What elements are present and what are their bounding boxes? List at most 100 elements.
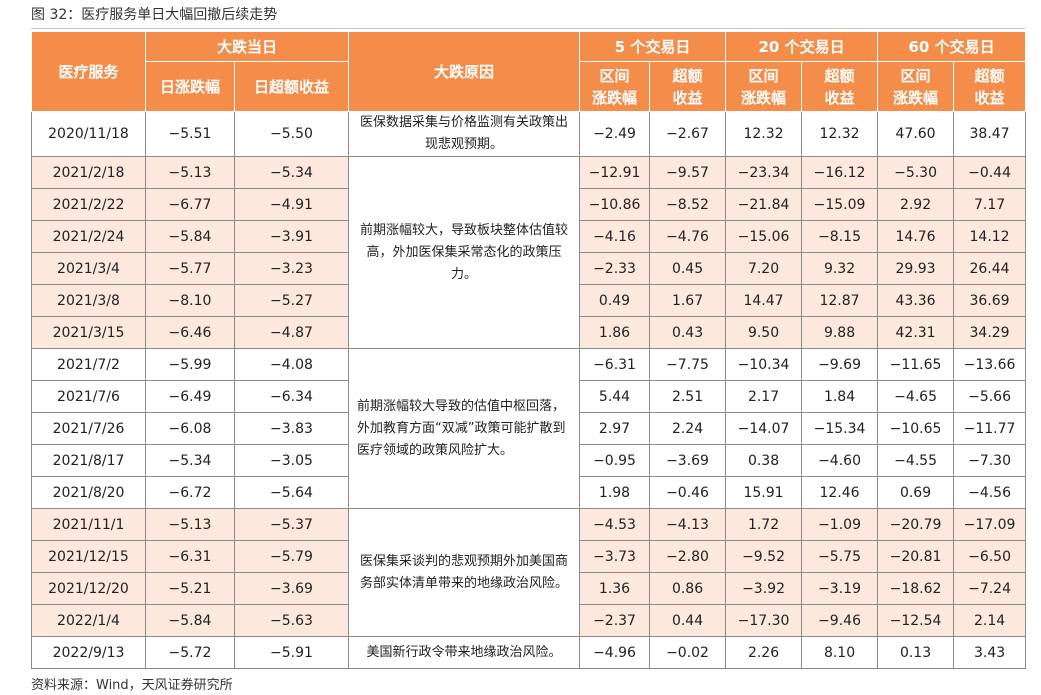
cell-60d-interval: 2.92 — [877, 188, 955, 221]
cell-60d-excess: −4.56 — [953, 476, 1027, 509]
cell-5d-interval: 0.49 — [579, 284, 651, 317]
cell-5d-excess: −0.02 — [649, 636, 727, 669]
cell-60d-interval: −5.30 — [877, 156, 955, 189]
cell-daily-excess: −3.69 — [233, 572, 350, 605]
table-row: 2021/7/6 −6.49 −6.34 5.44 2.51 2.17 1.84 −4.65−… — [31, 380, 1027, 413]
cell-20d-excess: −3.19 — [801, 572, 879, 605]
header-excess-line2: 收益 — [974, 88, 1005, 107]
cell-5d-interval: 1.36 — [579, 572, 651, 605]
cell-5d-excess: 0.45 — [649, 252, 727, 285]
table-row: 2021/12/15 −6.31 −5.79 −3.73 −2.80 −9.52 −5.75… — [31, 540, 1027, 573]
cell-reason: 前期涨幅较大，导致板块整体估值较高，外加医保集采常态化的政策压力。 — [348, 156, 581, 349]
cell-60d-excess: −6.50 — [953, 540, 1027, 573]
cell-reason: 医保集采谈判的悲观预期外加美国商务部实体清单带来的地缘政治风险。 — [348, 508, 581, 637]
cell-daily-excess: −5.27 — [233, 284, 350, 317]
header-excess-line2: 收益 — [824, 88, 855, 107]
cell-20d-excess: 12.32 — [801, 111, 879, 157]
cell-5d-excess: −7.75 — [649, 348, 727, 381]
cell-20d-excess: −1.09 — [801, 508, 879, 541]
header-daily-change: 日涨跌幅 — [145, 61, 235, 112]
header-sector: 医疗服务 — [31, 31, 146, 112]
cell-date: 2021/3/15 — [31, 316, 146, 349]
cell-20d-interval: −14.07 — [725, 412, 803, 445]
cell-daily-change: −5.77 — [145, 252, 235, 285]
header-interval-line2: 涨跌幅 — [893, 88, 939, 107]
cell-5d-excess: −0.46 — [649, 476, 727, 509]
cell-daily-excess: −3.23 — [233, 252, 350, 285]
table-row: 2022/9/13 −5.72 −5.91 美国新行政令带来地缘政治风险。 −4.96−… — [31, 636, 1027, 669]
cell-daily-change: −5.21 — [145, 572, 235, 605]
cell-date: 2022/9/13 — [31, 636, 146, 669]
cell-date: 2021/7/6 — [31, 380, 146, 413]
cell-60d-interval: −18.62 — [877, 572, 955, 605]
cell-date: 2021/2/22 — [31, 188, 146, 221]
cell-date: 2022/1/4 — [31, 604, 146, 637]
header-20-interval: 区间 涨跌幅 — [725, 61, 803, 112]
cell-20d-interval: −9.52 — [725, 540, 803, 573]
cell-60d-excess: 14.12 — [953, 220, 1027, 253]
cell-5d-interval: −2.49 — [579, 111, 651, 157]
cell-5d-interval: −4.53 — [579, 508, 651, 541]
cell-5d-excess: 0.86 — [649, 572, 727, 605]
cell-daily-excess: −5.64 — [233, 476, 350, 509]
header-excess-line1: 超额 — [974, 66, 1005, 85]
cell-daily-excess: −5.79 — [233, 540, 350, 573]
cell-20d-excess: 12.46 — [801, 476, 879, 509]
cell-date: 2021/12/15 — [31, 540, 146, 573]
cell-20d-interval: 7.20 — [725, 252, 803, 285]
cell-60d-interval: 43.36 — [877, 284, 955, 317]
cell-20d-interval: 0.38 — [725, 444, 803, 477]
cell-5d-excess: −2.80 — [649, 540, 727, 573]
cell-20d-interval: −3.92 — [725, 572, 803, 605]
header-interval-line2: 涨跌幅 — [592, 88, 638, 107]
cell-20d-excess: 12.87 — [801, 284, 879, 317]
header-excess-line2: 收益 — [672, 88, 703, 107]
header-excess-line1: 超额 — [824, 66, 855, 85]
caption-divider — [31, 28, 1025, 29]
cell-date: 2021/7/2 — [31, 348, 146, 381]
table-row: 2021/2/22 −6.77 −4.91 −10.86 −8.52 −21.84 −15.… — [31, 188, 1027, 221]
cell-5d-interval: −3.73 — [579, 540, 651, 573]
cell-60d-interval: −20.81 — [877, 540, 955, 573]
cell-60d-interval: −11.65 — [877, 348, 955, 381]
cell-daily-change: −8.10 — [145, 284, 235, 317]
cell-daily-change: −5.84 — [145, 604, 235, 637]
cell-daily-excess: −4.87 — [233, 316, 350, 349]
table-row: 2021/11/1 −5.13 −5.37 医保集采谈判的悲观预期外加美国商务部实体清… — [31, 508, 1027, 637]
cell-60d-excess: −5.66 — [953, 380, 1027, 413]
cell-60d-excess: 36.69 — [953, 284, 1027, 317]
cell-date: 2021/2/18 — [31, 156, 146, 189]
cell-daily-change: −6.49 — [145, 380, 235, 413]
cell-daily-excess: −5.37 — [233, 508, 350, 541]
header-20-excess: 超额 收益 — [801, 61, 879, 112]
table-body: 2020/11/18 −5.51 −5.50 医保数据采集与价格监测有关政策出现悲观预… — [31, 111, 1027, 669]
table-row: 2021/2/24 −5.84 −3.91 −4.16 −4.76 −15.06 −8.15… — [31, 220, 1027, 253]
cell-daily-change: −6.77 — [145, 188, 235, 221]
header-60-day: 60 个交易日 — [877, 31, 1027, 62]
cell-5d-excess: −3.69 — [649, 444, 727, 477]
cell-60d-interval: 0.13 — [877, 636, 955, 669]
cell-60d-excess: −11.77 — [953, 412, 1027, 445]
table-row: 2020/11/18 −5.51 −5.50 医保数据采集与价格监测有关政策出现悲观预… — [31, 111, 1027, 157]
cell-20d-interval: −21.84 — [725, 188, 803, 221]
table-row: 2021/3/8 −8.10 −5.27 0.49 1.67 14.47 12.87 43.3… — [31, 284, 1027, 317]
table-row: 2021/7/26 −6.08 −3.83 2.97 2.24 −14.07 −15.34−… — [31, 412, 1027, 445]
cell-60d-excess: −7.24 — [953, 572, 1027, 605]
cell-20d-interval: 9.50 — [725, 316, 803, 349]
cell-60d-interval: −20.79 — [877, 508, 955, 541]
cell-60d-interval: 14.76 — [877, 220, 955, 253]
cell-60d-interval: −4.55 — [877, 444, 955, 477]
cell-date: 2021/8/17 — [31, 444, 146, 477]
cell-20d-excess: 8.10 — [801, 636, 879, 669]
cell-20d-interval: 1.72 — [725, 508, 803, 541]
cell-5d-excess: 1.67 — [649, 284, 727, 317]
header-interval-line2: 涨跌幅 — [741, 88, 787, 107]
cell-5d-excess: 2.24 — [649, 412, 727, 445]
figure-caption: 图 32：医疗服务单日大幅回撤后续走势 — [31, 7, 278, 23]
cell-daily-excess: −4.91 — [233, 188, 350, 221]
header-5-excess: 超额 收益 — [649, 61, 727, 112]
cell-60d-interval: −12.54 — [877, 604, 955, 637]
cell-20d-interval: 2.17 — [725, 380, 803, 413]
cell-60d-interval: 47.60 — [877, 111, 955, 157]
cell-daily-change: −6.31 — [145, 540, 235, 573]
